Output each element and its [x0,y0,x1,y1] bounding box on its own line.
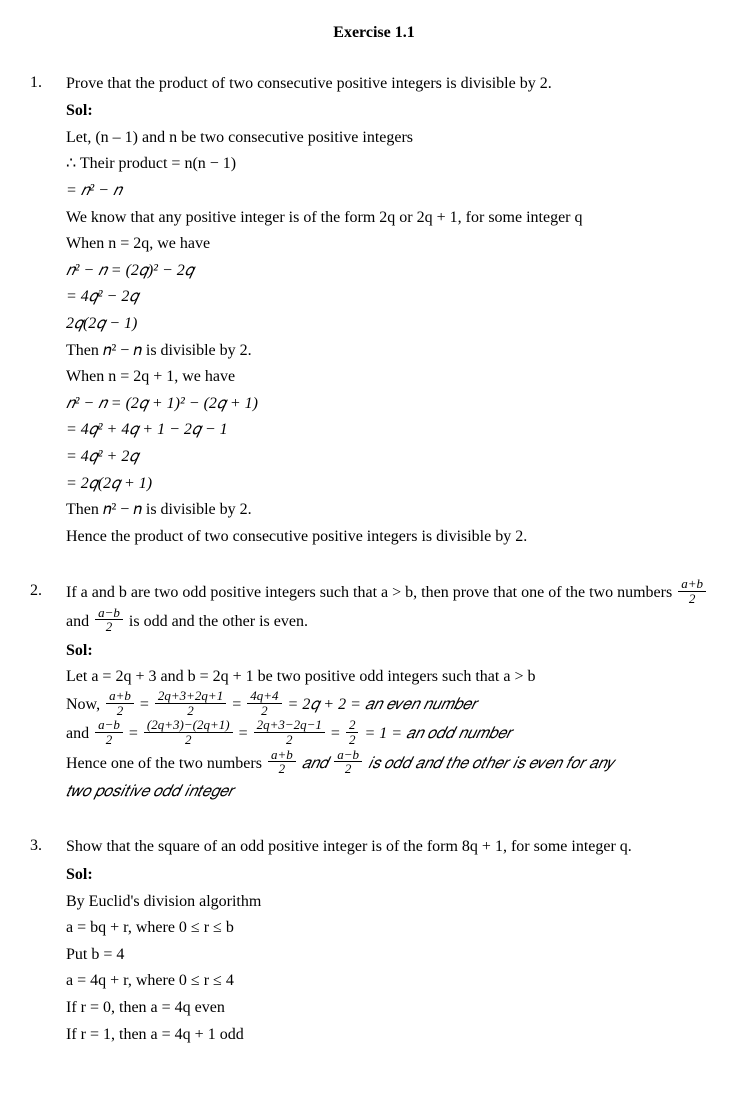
sol-label: Sol: [66,862,718,888]
problem-number: 1. [30,70,66,551]
sol-line: Then 𝑛² − 𝑛 is divisible by 2. [66,338,718,364]
fraction: 4q+42 [247,689,281,717]
sol-line: Then 𝑛² − 𝑛 is divisible by 2. [66,497,718,523]
text: = [232,696,245,713]
sol-line: 𝑛² − 𝑛 = (2𝑞 + 1)² − (2𝑞 + 1) [66,391,718,417]
sol-line: Now, a+b2 = 2q+3+2q+12 = 4q+42 = 2𝑞 + 2 … [66,691,718,719]
fraction: a+b2 [268,748,296,776]
text: Now, [66,696,104,713]
fraction: a−b2 [95,718,123,746]
sol-line: = 4𝑞² − 2𝑞 [66,284,718,310]
sol-line: If r = 1, then a = 4q + 1 odd [66,1022,718,1048]
sol-line: Hence one of the two numbers a+b2 𝑎𝑛𝑑 a−… [66,750,718,778]
text: = [129,725,142,742]
sol-line: = 4𝑞² + 4𝑞 + 1 − 2𝑞 − 1 [66,417,718,443]
sol-line: Hence the product of two consecutive pos… [66,524,718,550]
fraction: a+b2 [678,577,706,605]
sol-line: When n = 2q, we have [66,231,718,257]
question-text: Show that the square of an odd positive … [66,834,718,860]
sol-line: 𝑡𝑤𝑜 𝑝𝑜𝑠𝑖𝑡𝑖𝑣𝑒 𝑜𝑑𝑑 𝑖𝑛𝑡𝑒𝑔𝑒𝑟 [66,779,718,805]
sol-line: Put b = 4 [66,942,718,968]
fraction: 2q+3+2q+12 [155,689,226,717]
problem-3: 3. Show that the square of an odd positi… [30,833,718,1048]
fraction: a−b2 [334,748,362,776]
text: 𝑖𝑠 𝑜𝑑𝑑 𝑎𝑛𝑑 𝑡ℎ𝑒 𝑜𝑡ℎ𝑒𝑟 𝑖𝑠 𝑒𝑣𝑒𝑛 𝑓𝑜𝑟 𝑎𝑛𝑦 [368,754,614,771]
text: and [66,725,93,742]
sol-line: a = bq + r, where 0 ≤ r ≤ b [66,915,718,941]
problem-number: 2. [30,578,66,805]
sol-line: Let, (n – 1) and n be two consecutive po… [66,125,718,151]
text: = [331,725,344,742]
sol-label: Sol: [66,638,718,664]
text: = 1 = 𝑎𝑛 𝑜𝑑𝑑 𝑛𝑢𝑚𝑏𝑒𝑟 [364,725,511,742]
fraction: a+b2 [106,689,134,717]
text: = [140,696,153,713]
question-text: Prove that the product of two consecutiv… [66,71,718,97]
sol-line: We know that any positive integer is of … [66,205,718,231]
sol-line: Let a = 2q + 3 and b = 2q + 1 be two pos… [66,664,718,690]
sol-line: = 2𝑞(2𝑞 + 1) [66,471,718,497]
text: 𝑎𝑛𝑑 [302,754,333,771]
problem-2: 2. If a and b are two odd positive integ… [30,578,718,805]
fraction: (2q+3)−(2q+1)2 [144,718,233,746]
sol-line: 2𝑞(2𝑞 − 1) [66,311,718,337]
text: = [239,725,252,742]
sol-line: 𝑛² − 𝑛 = (2𝑞)² − 2𝑞 [66,258,718,284]
problem-number: 3. [30,833,66,1048]
problem-body: Show that the square of an odd positive … [66,833,718,1048]
question-text: If a and b are two odd positive integers… [66,579,718,636]
sol-line: When n = 2q + 1, we have [66,364,718,390]
sol-line: = 𝑛² − 𝑛 [66,178,718,204]
q-text: and [66,612,93,629]
sol-line: ∴ Their product = n(n − 1) [66,151,718,177]
problem-body: Prove that the product of two consecutiv… [66,70,718,551]
q-text: If a and b are two odd positive integers… [66,584,676,601]
problem-1: 1. Prove that the product of two consecu… [30,70,718,551]
fraction: a−b2 [95,606,123,634]
text: = 2𝑞 + 2 = 𝑎𝑛 𝑒𝑣𝑒𝑛 𝑛𝑢𝑚𝑏𝑒𝑟 [288,696,477,713]
exercise-title: Exercise 1.1 [30,20,718,46]
q-text: is odd and the other is even. [129,612,308,629]
fraction: 2q+3−2q−12 [254,718,325,746]
sol-line: a = 4q + r, where 0 ≤ r ≤ 4 [66,968,718,994]
sol-label: Sol: [66,98,718,124]
sol-line: If r = 0, then a = 4q even [66,995,718,1021]
sol-line: By Euclid's division algorithm [66,889,718,915]
text: Hence one of the two numbers [66,754,266,771]
sol-line: = 4𝑞² + 2𝑞 [66,444,718,470]
fraction: 22 [346,718,359,746]
problem-body: If a and b are two odd positive integers… [66,578,718,805]
sol-line: and a−b2 = (2q+3)−(2q+1)2 = 2q+3−2q−12 =… [66,720,718,748]
